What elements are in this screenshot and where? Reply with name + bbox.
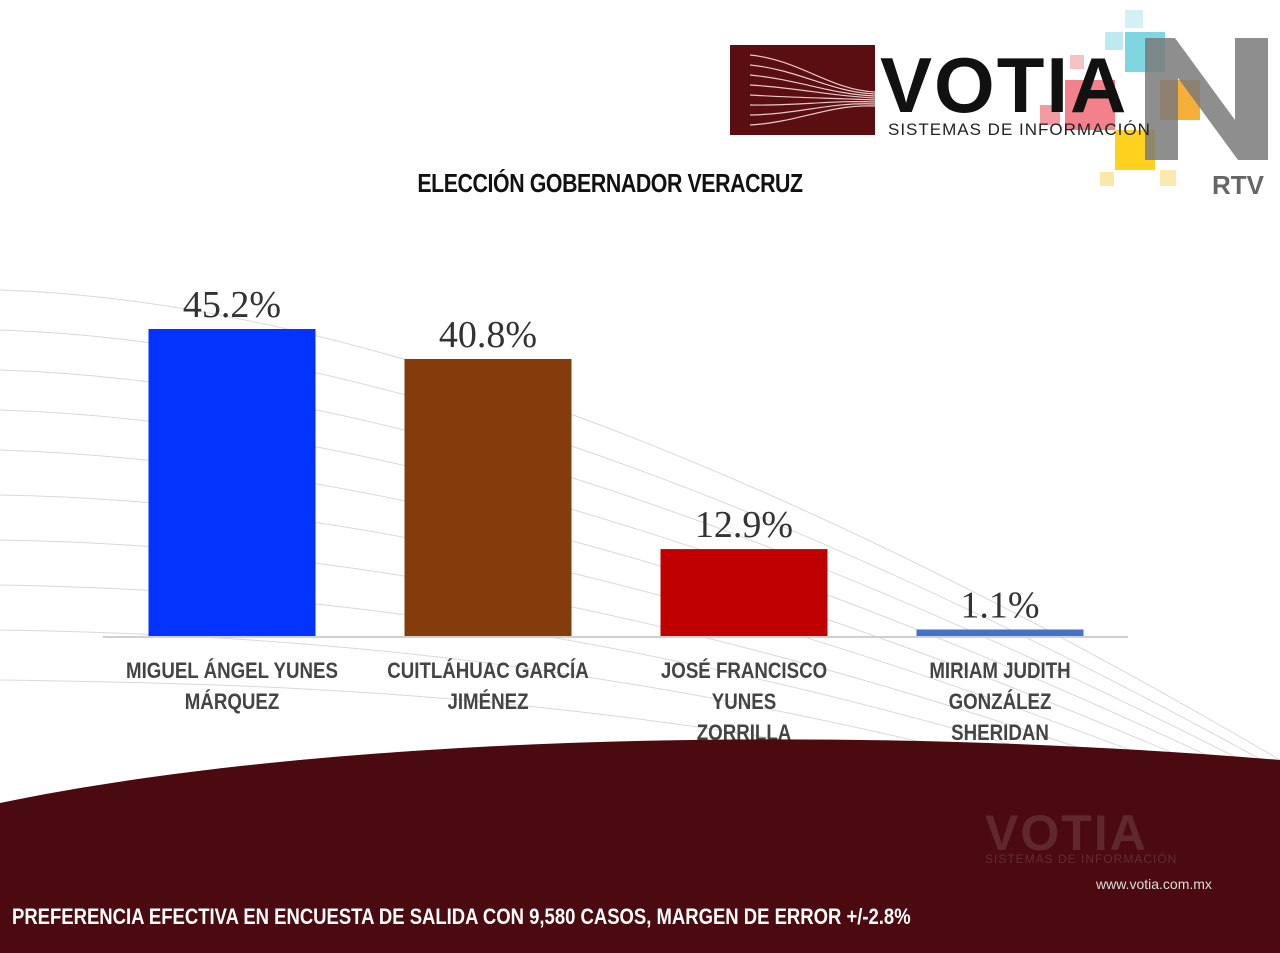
votia-rtv-logo: VOTIA SISTEMAS DE INFORMACIÓN RTV [720,10,1280,200]
chart-title: ELECCIÓN GOBERNADOR VERACRUZ [417,168,803,198]
bar-2 [404,358,572,637]
data-label-2: 40.8% [439,314,537,356]
category-label-1: MIGUEL ÁNGEL YUNES MÁRQUEZ [126,658,338,714]
footer-note: PREFERENCIA EFECTIVA EN ENCUESTA DE SALI… [12,904,911,929]
bar-4 [916,629,1084,637]
category-label-2: CUITLÁHUAC GARCÍA JIMÉNEZ [387,658,589,714]
bar-3 [660,549,828,637]
data-label-4: 1.1% [960,585,1039,627]
footer-band [0,739,1280,953]
footer-watermark-brand: VOTIA [985,805,1148,861]
data-label-1: 45.2% [183,284,281,326]
bar-1 [148,329,316,637]
logo-rtv-text: RTV [1212,170,1264,200]
logo-brand-text: VOTIA [880,41,1129,129]
category-label-4: MIRIAM JUDITH GONZÁLEZ SHERIDAN [929,658,1071,745]
logo-subtitle-text: SISTEMAS DE INFORMACIÓN [888,120,1151,139]
footer-url: www.votia.com.mx [1096,876,1212,892]
footer-watermark-subtitle: SISTEMAS DE INFORMACIÓN [985,852,1178,866]
data-label-3: 12.9% [695,504,793,546]
logo-graphic [730,10,1268,186]
